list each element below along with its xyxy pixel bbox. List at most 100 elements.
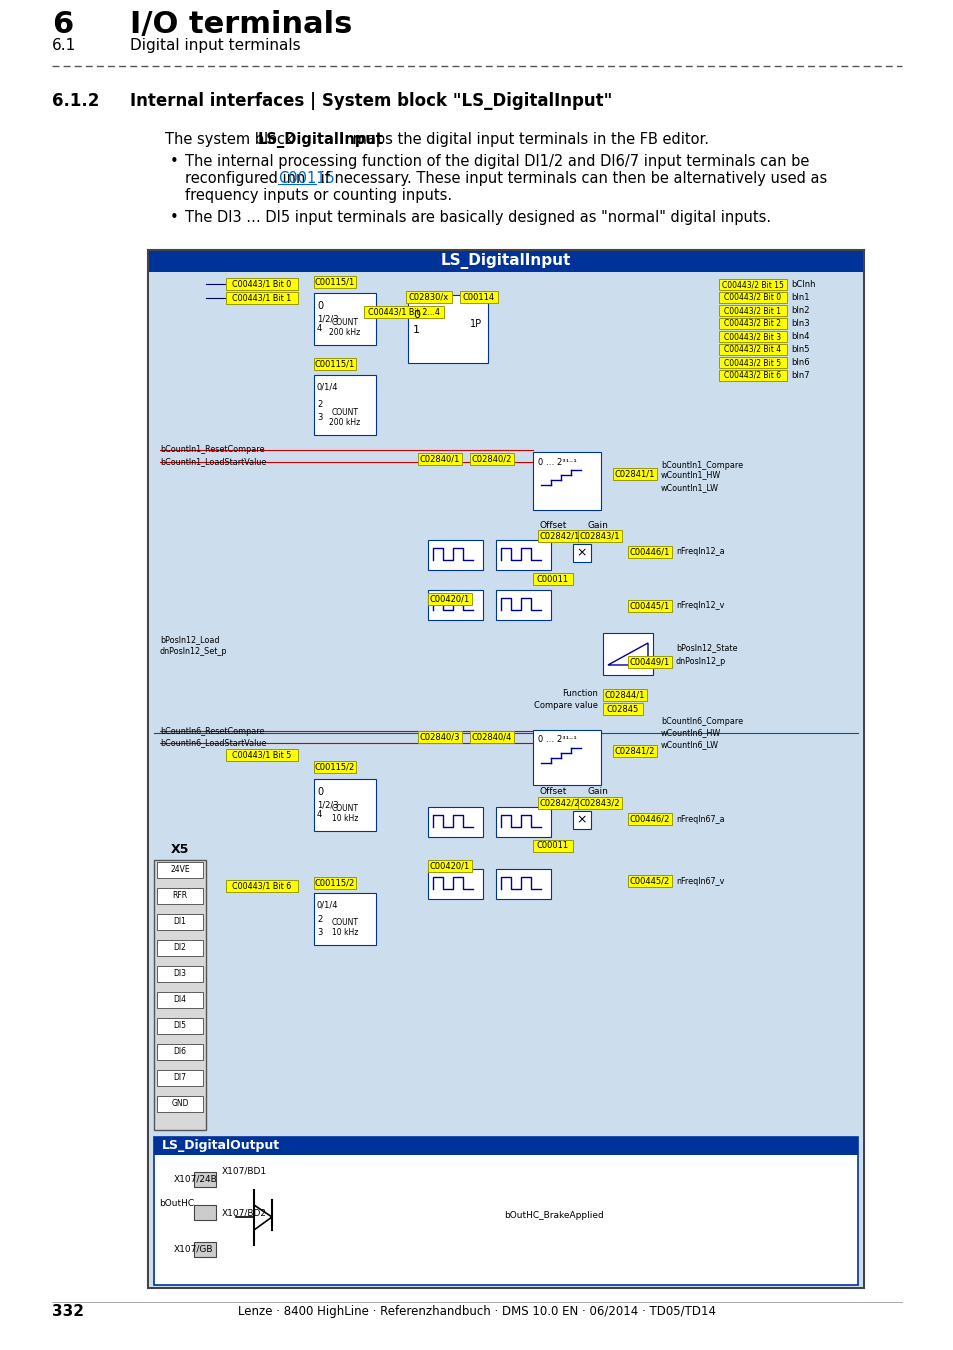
Bar xyxy=(193,1242,215,1257)
Text: nFreqIn67_a: nFreqIn67_a xyxy=(676,814,724,824)
Bar xyxy=(364,306,443,319)
Text: C00445/2: C00445/2 xyxy=(629,876,669,886)
Text: bCountIn1_LoadStartValue: bCountIn1_LoadStartValue xyxy=(160,458,266,467)
Bar xyxy=(533,730,600,784)
Text: 24VE: 24VE xyxy=(170,865,190,875)
Text: Compare value: Compare value xyxy=(534,701,598,710)
Bar xyxy=(157,940,203,956)
Text: nFreqIn67_v: nFreqIn67_v xyxy=(676,876,723,886)
Text: bIn5: bIn5 xyxy=(790,346,809,354)
Text: 3: 3 xyxy=(316,413,322,423)
Text: Gain: Gain xyxy=(587,521,608,529)
Text: frequency inputs or counting inputs.: frequency inputs or counting inputs. xyxy=(185,188,452,202)
Bar xyxy=(314,358,355,370)
Text: if necessary. These input terminals can then be alternatively used as: if necessary. These input terminals can … xyxy=(315,171,826,186)
Text: C00443/2 Bit 2: C00443/2 Bit 2 xyxy=(723,319,781,328)
Text: maps the digital input terminals in the FB editor.: maps the digital input terminals in the … xyxy=(348,132,708,147)
Bar xyxy=(496,807,551,837)
Bar xyxy=(627,875,671,887)
Text: C00443/1 Bit 0: C00443/1 Bit 0 xyxy=(233,279,292,289)
Text: bIn7: bIn7 xyxy=(790,371,809,379)
Bar xyxy=(470,454,514,464)
Text: The system block: The system block xyxy=(165,132,298,147)
Bar xyxy=(496,869,551,899)
Bar xyxy=(148,250,863,1288)
Bar xyxy=(149,271,862,1287)
Text: COUNT
200 kHz: COUNT 200 kHz xyxy=(329,408,360,427)
Text: C00115/2: C00115/2 xyxy=(314,763,355,771)
Text: C00115: C00115 xyxy=(277,171,335,186)
Text: C00443/2 Bit 15: C00443/2 Bit 15 xyxy=(721,279,783,289)
Text: C02842/2: C02842/2 xyxy=(539,798,579,807)
Text: Gain: Gain xyxy=(587,787,608,796)
Text: 0/1/4: 0/1/4 xyxy=(316,900,338,910)
Text: C00115/1: C00115/1 xyxy=(314,278,355,286)
Text: bOutHC: bOutHC xyxy=(159,1199,193,1207)
Text: bIn4: bIn4 xyxy=(790,332,809,342)
Bar xyxy=(157,914,203,930)
Bar xyxy=(719,331,786,342)
Text: 0: 0 xyxy=(316,787,323,796)
Text: DI4: DI4 xyxy=(173,995,186,1004)
Bar xyxy=(613,468,657,481)
Text: C00443/2 Bit 3: C00443/2 Bit 3 xyxy=(723,332,781,342)
Text: C00443/2 Bit 5: C00443/2 Bit 5 xyxy=(723,358,781,367)
Bar xyxy=(153,1137,857,1156)
Text: bCountIn6_ResetCompare: bCountIn6_ResetCompare xyxy=(160,726,264,736)
Text: •: • xyxy=(170,211,178,225)
Text: 6.1: 6.1 xyxy=(52,38,76,53)
Text: 1: 1 xyxy=(413,325,419,335)
Text: GND: GND xyxy=(172,1099,189,1108)
Text: C00115/1: C00115/1 xyxy=(314,359,355,369)
Bar xyxy=(533,452,600,510)
Text: Lenze · 8400 HighLine · Referenzhandbuch · DMS 10.0 EN · 06/2014 · TD05/TD14: Lenze · 8400 HighLine · Referenzhandbuch… xyxy=(237,1305,716,1319)
Text: bCountIn1_ResetCompare: bCountIn1_ResetCompare xyxy=(160,446,264,455)
Text: wCountIn1_LW: wCountIn1_LW xyxy=(660,483,719,493)
Bar xyxy=(157,1018,203,1034)
Text: nFreqIn12_v: nFreqIn12_v xyxy=(676,602,723,610)
Bar xyxy=(627,813,671,825)
Text: COUNT
10 kHz: COUNT 10 kHz xyxy=(331,918,358,937)
Bar xyxy=(417,730,461,742)
Text: C00446/2: C00446/2 xyxy=(629,814,670,824)
Bar xyxy=(157,992,203,1008)
Bar xyxy=(226,292,297,304)
Bar xyxy=(314,892,375,945)
Text: wCountIn6_LW: wCountIn6_LW xyxy=(660,741,719,749)
Text: COUNT
200 kHz: COUNT 200 kHz xyxy=(329,317,360,338)
Text: bPosIn12_State: bPosIn12_State xyxy=(676,644,737,652)
Text: X107/BD2: X107/BD2 xyxy=(222,1208,267,1218)
Text: C00443/1 Bit 6: C00443/1 Bit 6 xyxy=(233,882,292,891)
Text: 0 … 2³¹⁻¹: 0 … 2³¹⁻¹ xyxy=(537,734,577,744)
Text: C02841/2: C02841/2 xyxy=(614,747,655,756)
Text: Offset: Offset xyxy=(538,521,566,529)
Text: C00443/2 Bit 6: C00443/2 Bit 6 xyxy=(723,371,781,379)
Text: DI7: DI7 xyxy=(173,1073,186,1083)
Bar xyxy=(496,540,551,570)
Text: 0: 0 xyxy=(413,310,419,320)
Bar xyxy=(496,590,551,620)
Text: 1/2/3: 1/2/3 xyxy=(316,315,338,324)
Text: bIn1: bIn1 xyxy=(790,293,809,302)
Bar xyxy=(406,292,452,302)
Text: C02840/2: C02840/2 xyxy=(472,455,512,463)
Bar xyxy=(157,1044,203,1060)
Text: COUNT
10 kHz: COUNT 10 kHz xyxy=(331,803,358,824)
Text: LS_DigitalInput: LS_DigitalInput xyxy=(257,132,383,148)
Bar xyxy=(627,599,671,612)
Bar xyxy=(193,1206,215,1220)
Bar xyxy=(226,278,297,290)
Text: 0/1/4: 0/1/4 xyxy=(316,383,338,392)
Text: dnPosIn12_Set_p: dnPosIn12_Set_p xyxy=(160,648,227,656)
Text: dnPosIn12_p: dnPosIn12_p xyxy=(676,657,725,667)
Text: C00443/1 Bit 2...4: C00443/1 Bit 2...4 xyxy=(368,308,439,316)
Bar xyxy=(314,275,355,288)
Text: •: • xyxy=(170,154,178,169)
Bar xyxy=(153,860,206,1130)
Bar xyxy=(459,292,497,302)
Bar xyxy=(719,319,786,329)
Text: RFR: RFR xyxy=(172,891,188,900)
Text: X107/24B: X107/24B xyxy=(173,1174,217,1184)
Text: ×: × xyxy=(577,814,587,826)
Bar xyxy=(533,840,573,852)
